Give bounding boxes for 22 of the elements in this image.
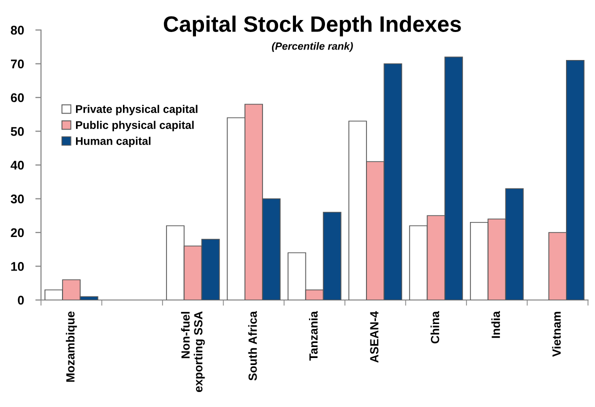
text: (Percentile rank) <box>272 42 353 52</box>
x-tick-label: ASEAN-4 <box>370 311 378 363</box>
x-tick-label: India <box>491 311 500 338</box>
x-tick-label: Mozambique <box>66 312 77 382</box>
x-tick-label: Non-fuel exporting SSA <box>181 311 205 392</box>
legend-label: Private physical capital <box>76 104 198 116</box>
x-tick-label: China <box>430 311 440 344</box>
y-tick-label: 80 <box>10 26 24 35</box>
y-tick-label: 0 <box>18 296 24 305</box>
legend-label: Public physical capital <box>76 120 194 132</box>
y-tick-label: 10 <box>11 262 24 271</box>
y-tick-label: 60 <box>10 93 24 102</box>
chart-title: Capital Stock Depth Indexes <box>164 16 461 36</box>
y-tick-label: 50 <box>10 127 24 136</box>
y-tick-label: 20 <box>10 228 24 238</box>
x-tick-label: South Africa <box>248 311 257 381</box>
y-tick-label: 40 <box>10 160 24 170</box>
x-tick-label: Tanzania <box>308 311 318 361</box>
legend-label: Human capital <box>76 136 150 148</box>
y-tick-label: 70 <box>10 60 24 68</box>
x-tick-label: Vietnam <box>552 312 561 357</box>
y-tick-label: 30 <box>10 194 24 204</box>
